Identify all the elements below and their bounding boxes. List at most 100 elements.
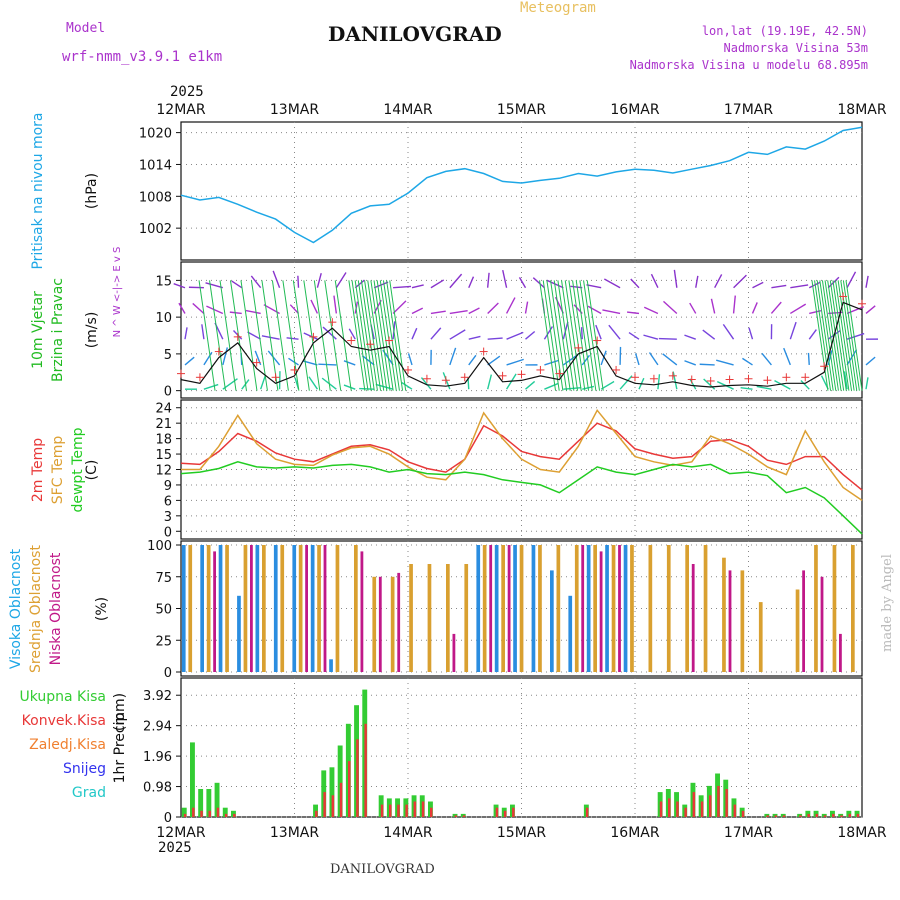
wind-arrow bbox=[689, 378, 697, 390]
wind-arrow bbox=[742, 357, 753, 366]
wind-arrow bbox=[407, 353, 413, 366]
x-tick-label-bottom: 13MAR bbox=[270, 825, 319, 841]
watermark: made by Angel bbox=[880, 554, 895, 652]
x-tick-label-bottom: 12MAR bbox=[156, 825, 205, 841]
bar-konvek-kisa bbox=[799, 815, 802, 817]
bar-ukupna-kisa bbox=[190, 742, 195, 817]
panel-precip: 0 0.98 1.96 2.94 3.92 bbox=[143, 677, 863, 826]
wind-arrow bbox=[684, 334, 696, 340]
wind-arrow bbox=[716, 359, 734, 366]
wind-arrow bbox=[657, 374, 661, 390]
axis-label: Srednja Oblacnost bbox=[28, 545, 44, 673]
bar-konvek-kisa bbox=[815, 813, 819, 817]
wind-arrow-strong bbox=[819, 280, 837, 391]
bar-srednja-oblacnost bbox=[335, 545, 340, 672]
model-altitude-label: Nadmorska Visina u modelu 68.895m bbox=[629, 58, 868, 72]
wind-arrow-strong bbox=[292, 280, 310, 391]
wind-arrow bbox=[643, 334, 659, 340]
wind-arrow bbox=[267, 350, 281, 366]
wind-arrow bbox=[310, 299, 319, 314]
x-tick-label-top: 12MAR bbox=[156, 102, 205, 118]
wind-arrow bbox=[865, 356, 876, 366]
bar-niska-oblacnost bbox=[728, 570, 732, 672]
x-tick-label-top: 15MAR bbox=[497, 102, 546, 118]
y-tick-label: 1002 bbox=[139, 222, 172, 237]
year-label-bottom: 2025 bbox=[158, 840, 192, 856]
wind-compass: N ^ W <-|-> E v S bbox=[112, 247, 123, 338]
panel-pressure: 1002 1008 1014 1020 bbox=[139, 121, 863, 261]
y-tick-label: 1008 bbox=[139, 190, 172, 205]
wind-arrow bbox=[201, 324, 205, 340]
bar-konvek-kisa bbox=[659, 801, 663, 817]
wind-arrow-strong bbox=[334, 280, 352, 391]
wind-arrow bbox=[630, 278, 640, 289]
wind-arrow bbox=[297, 275, 300, 288]
bar-konvek-kisa bbox=[421, 801, 425, 817]
wind-arrow bbox=[449, 309, 468, 315]
y-tick-label: 21 bbox=[155, 417, 172, 432]
wind-arrow-strong bbox=[539, 280, 557, 391]
bar-konvek-kisa bbox=[462, 815, 466, 817]
wind-arrow bbox=[442, 372, 451, 390]
bar-visoka-oblacnost bbox=[200, 545, 204, 672]
wind-arrow bbox=[206, 305, 224, 315]
bar-konvek-kisa bbox=[348, 761, 351, 817]
wind-arrow bbox=[580, 327, 583, 340]
bar-ukupna-kisa bbox=[206, 789, 212, 817]
bar-niska-oblacnost bbox=[213, 551, 216, 672]
wind-arrow bbox=[411, 284, 424, 289]
wind-arrow bbox=[714, 274, 723, 289]
bar-niska-oblacnost bbox=[691, 564, 695, 672]
wind-arrow-strong bbox=[583, 280, 601, 391]
wind-arrow bbox=[505, 297, 516, 314]
wind-arrow-strong bbox=[572, 280, 590, 391]
bar-srednja-oblacnost bbox=[611, 545, 616, 672]
bar-konvek-kisa bbox=[840, 815, 843, 817]
bar-konvek-kisa bbox=[430, 807, 433, 817]
y-tick-label: 3 bbox=[164, 510, 172, 525]
bar-konvek-kisa bbox=[224, 813, 228, 817]
wind-arrow bbox=[487, 337, 503, 340]
bar-niska-oblacnost bbox=[839, 633, 842, 672]
bar-konvek-kisa bbox=[709, 795, 712, 817]
wind-arrow bbox=[662, 353, 678, 366]
wind-arrow-strong bbox=[386, 280, 404, 391]
bar-visoka-oblacnost bbox=[237, 595, 241, 672]
wind-arrow-strong bbox=[832, 280, 850, 391]
wind-arrow-strong bbox=[546, 280, 564, 391]
bar-srednja-oblacnost bbox=[795, 589, 800, 672]
wind-arrow bbox=[333, 295, 338, 314]
wind-arrow bbox=[322, 326, 337, 340]
bar-visoka-oblacnost bbox=[329, 659, 333, 672]
bar-konvek-kisa bbox=[668, 798, 671, 817]
wind-arrow bbox=[600, 350, 607, 366]
chart-title: DANILOVGRAD bbox=[328, 22, 502, 46]
bar-visoka-oblacnost bbox=[255, 545, 260, 672]
wind-arrow bbox=[543, 326, 554, 340]
wind-arrow bbox=[808, 281, 821, 289]
bar-srednja-oblacnost bbox=[464, 564, 469, 672]
wind-arrow-strong bbox=[553, 280, 571, 391]
precip-legend-item: Grad bbox=[72, 785, 106, 801]
bar-konvek-kisa bbox=[233, 813, 236, 817]
bar-srednja-oblacnost bbox=[298, 545, 303, 672]
bar-konvek-kisa bbox=[495, 807, 499, 817]
altitude-label: Nadmorska Visina 53m bbox=[723, 41, 869, 55]
wind-arrow bbox=[468, 335, 481, 340]
model-name: wrf-nmm_v3.9.1 e1km bbox=[62, 49, 223, 65]
wind-arrow bbox=[184, 327, 188, 340]
y-tick-label: 0 bbox=[164, 666, 172, 681]
wind-arrow bbox=[525, 330, 536, 340]
y-tick-label: 0.98 bbox=[143, 781, 172, 796]
wind-arrow bbox=[770, 301, 782, 314]
wind-arrow-strong bbox=[575, 280, 593, 391]
wind-arrow bbox=[245, 309, 261, 315]
bar-visoka-oblacnost bbox=[292, 545, 297, 672]
wind-arrow bbox=[449, 329, 466, 340]
bar-konvek-kisa bbox=[717, 785, 720, 817]
wind-arrow bbox=[261, 335, 280, 340]
wind-arrow bbox=[587, 305, 602, 315]
wind-arrow bbox=[486, 374, 493, 390]
wind-arrow-strong bbox=[837, 280, 855, 391]
